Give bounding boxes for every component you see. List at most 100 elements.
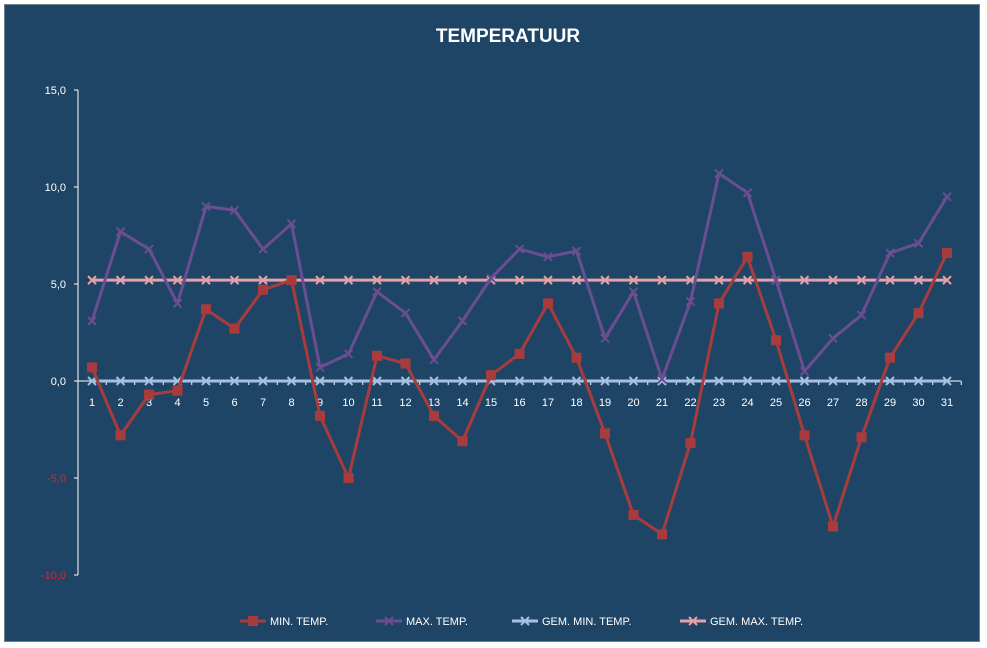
x-tick-label: 20 [627, 397, 639, 409]
data-point [913, 376, 924, 386]
data-point [942, 376, 952, 386]
data-point [742, 188, 753, 198]
data-point [714, 168, 724, 179]
y-tick-label: 0,0 [51, 376, 66, 388]
data-point [828, 275, 838, 285]
data-point [771, 275, 781, 285]
data-point [315, 410, 325, 421]
y-tick-label: 15,0 [45, 85, 66, 97]
chart-frame [4, 4, 980, 642]
data-point [343, 473, 354, 483]
data-point [828, 333, 838, 344]
legend-marker [248, 616, 258, 626]
data-point [201, 275, 211, 285]
data-point [885, 352, 895, 363]
data-point [628, 287, 639, 297]
x-tick-label: 24 [741, 397, 753, 409]
data-point [600, 275, 610, 285]
data-point [514, 376, 525, 386]
data-point [429, 410, 439, 421]
data-point [258, 284, 268, 295]
x-tick-label: 15 [485, 397, 497, 409]
legend-marker [520, 616, 530, 626]
data-point [600, 333, 610, 344]
data-point [685, 296, 696, 307]
data-point [87, 362, 97, 373]
data-point [372, 376, 382, 386]
data-point [714, 376, 724, 386]
x-tick-label: 3 [146, 397, 152, 409]
data-point [144, 389, 154, 400]
data-point [799, 430, 810, 441]
data-point [657, 376, 667, 386]
data-point [115, 430, 126, 441]
data-point [942, 275, 952, 285]
data-point [913, 275, 924, 285]
data-point [400, 376, 411, 386]
data-point [115, 376, 126, 386]
data-point [514, 348, 525, 359]
data-point [144, 376, 154, 386]
data-point [258, 376, 268, 386]
data-point [742, 376, 753, 386]
data-point [913, 238, 924, 248]
data-point [628, 509, 639, 520]
data-point [172, 275, 183, 285]
x-tick-label: 10 [342, 397, 354, 409]
data-point [514, 244, 525, 254]
x-tick-label: 2 [117, 397, 123, 409]
series-line [90, 252, 949, 536]
data-point [628, 376, 639, 386]
legend-marker [688, 616, 698, 626]
data-point [258, 244, 268, 254]
data-point [799, 275, 810, 285]
data-point [286, 275, 297, 286]
x-tick-label: 17 [542, 397, 554, 409]
x-tick-label: 14 [456, 397, 468, 409]
data-point [571, 376, 582, 386]
x-tick-label: 27 [827, 397, 839, 409]
x-tick-label: 23 [713, 397, 725, 409]
data-point [486, 273, 496, 283]
data-point [400, 275, 411, 285]
x-tick-label: 9 [317, 397, 323, 409]
x-tick-label: 16 [513, 397, 525, 409]
data-point [514, 275, 525, 285]
data-point [571, 246, 582, 256]
data-point [714, 275, 724, 285]
data-point [201, 304, 211, 315]
x-tick-label: 18 [570, 397, 582, 409]
legend-label: GEM. MIN. TEMP. [542, 616, 631, 628]
data-point [885, 275, 895, 285]
data-point [457, 275, 468, 285]
data-point [343, 349, 354, 359]
series-gem-min-temp [87, 376, 952, 386]
data-point [343, 275, 354, 285]
data-point [913, 308, 924, 319]
y-tick-label: 5,0 [51, 279, 66, 291]
data-point [429, 354, 439, 365]
x-tick-label: 5 [203, 397, 209, 409]
x-tick-label: 8 [288, 397, 294, 409]
data-point [714, 298, 724, 309]
data-point [87, 376, 97, 386]
x-tick-label: 1 [89, 397, 95, 409]
data-point [315, 275, 325, 285]
data-point [429, 275, 439, 285]
data-point [372, 287, 382, 297]
data-point [771, 376, 781, 386]
data-point [115, 275, 126, 285]
y-tick-label: -10,0 [41, 570, 66, 582]
data-point [372, 275, 382, 285]
x-tick-label: 13 [428, 397, 440, 409]
data-point [828, 521, 838, 532]
series-line [90, 171, 949, 381]
data-point [372, 350, 382, 361]
data-point [229, 376, 240, 386]
data-point [144, 244, 154, 254]
data-point [799, 376, 810, 386]
legend-entry: GEM. MIN. TEMP. [512, 616, 631, 628]
x-tick-label: 6 [231, 397, 237, 409]
data-point [457, 316, 468, 326]
data-point [315, 362, 325, 373]
